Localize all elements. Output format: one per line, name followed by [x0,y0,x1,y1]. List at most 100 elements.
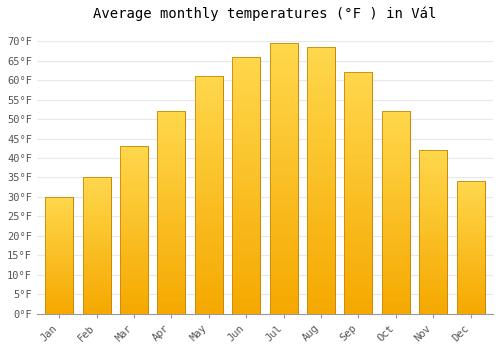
Bar [382,273,410,277]
Bar [419,278,447,281]
Bar [419,196,447,199]
Bar [382,144,410,148]
Bar [307,68,335,74]
Bar [158,277,186,281]
Bar [45,304,74,307]
Bar [382,212,410,217]
Bar [158,245,186,249]
Bar [120,243,148,247]
Bar [419,163,447,167]
Bar [232,124,260,129]
Bar [120,223,148,227]
Bar [419,199,447,203]
Bar [195,110,223,114]
Bar [270,43,297,314]
Bar [307,148,335,154]
Bar [456,181,484,184]
Bar [382,140,410,144]
Bar [382,184,410,188]
Bar [45,206,74,209]
Bar [195,157,223,162]
Bar [158,306,186,310]
Bar [45,197,74,314]
Bar [195,214,223,219]
Bar [195,76,223,314]
Bar [120,227,148,230]
Bar [82,257,110,259]
Bar [419,288,447,291]
Bar [344,309,372,314]
Bar [158,200,186,204]
Bar [307,207,335,212]
Bar [45,258,74,260]
Bar [344,92,372,97]
Bar [456,200,484,203]
Bar [120,170,148,173]
Bar [120,274,148,277]
Bar [270,292,297,298]
Bar [82,267,110,270]
Bar [45,307,74,309]
Bar [419,189,447,193]
Bar [158,265,186,269]
Bar [82,194,110,197]
Bar [307,255,335,260]
Bar [45,244,74,246]
Bar [419,274,447,278]
Bar [232,309,260,314]
Bar [344,169,372,174]
Bar [419,150,447,154]
Bar [232,252,260,257]
Bar [82,248,110,251]
Bar [456,300,484,303]
Bar [456,266,484,269]
Bar [270,195,297,200]
Bar [232,221,260,226]
Bar [307,154,335,159]
Bar [344,174,372,178]
Bar [382,192,410,196]
Bar [382,306,410,310]
Bar [82,218,110,221]
Bar [344,241,372,246]
Bar [82,295,110,298]
Bar [158,135,186,140]
Bar [82,240,110,243]
Bar [270,184,297,189]
Bar [232,93,260,98]
Bar [158,302,186,306]
Bar [232,139,260,144]
Bar [232,165,260,170]
Bar [82,183,110,186]
Bar [45,262,74,265]
Bar [82,281,110,284]
Bar [120,240,148,243]
Bar [456,205,484,208]
Bar [195,300,223,304]
Bar [195,76,223,81]
Bar [158,293,186,298]
Bar [82,180,110,183]
Bar [158,184,186,188]
Bar [456,256,484,258]
Bar [82,259,110,262]
Bar [344,116,372,121]
Bar [344,198,372,203]
Bar [195,304,223,309]
Bar [307,282,335,287]
Bar [456,285,484,287]
Bar [120,220,148,223]
Bar [158,124,186,127]
Bar [195,200,223,204]
Bar [270,249,297,254]
Bar [120,290,148,294]
Bar [270,70,297,76]
Bar [232,83,260,88]
Bar [270,173,297,178]
Bar [232,273,260,278]
Bar [158,237,186,241]
Bar [45,197,74,314]
Bar [195,105,223,110]
Bar [344,102,372,106]
Bar [344,130,372,135]
